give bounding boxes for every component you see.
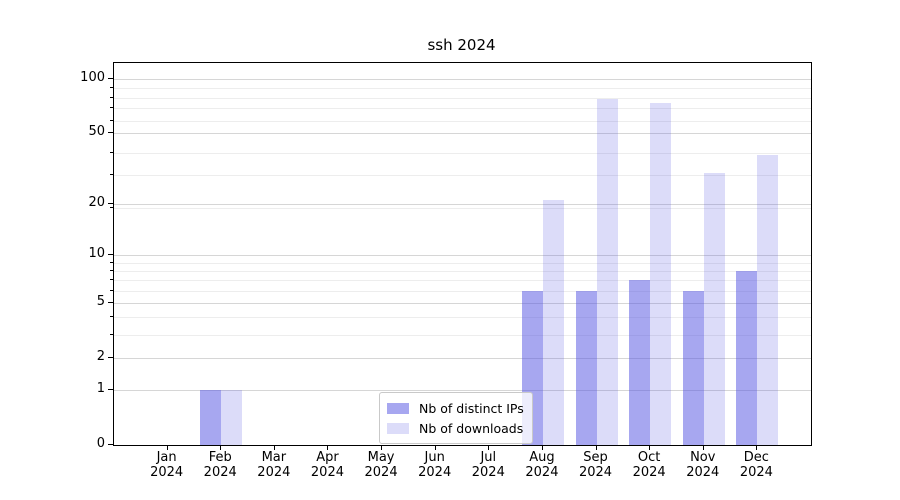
x-tick-label: May 2024 bbox=[364, 450, 398, 480]
y-tick-mark bbox=[108, 356, 113, 358]
x-tick-mark bbox=[595, 445, 597, 450]
bars-layer bbox=[114, 63, 811, 445]
x-tick-label: Jun 2024 bbox=[418, 450, 452, 480]
bar-distinct-ips bbox=[629, 280, 651, 445]
legend-label-distinct-ips: Nb of distinct IPs bbox=[419, 400, 524, 416]
y-tick-mark bbox=[108, 444, 113, 445]
gridline-major bbox=[114, 79, 811, 81]
y-tick-mark bbox=[108, 132, 113, 134]
chart-title: ssh 2024 bbox=[427, 36, 496, 54]
x-tick-label: Aug 2024 bbox=[525, 450, 559, 480]
y-tick-mark bbox=[108, 253, 113, 255]
y-tick-label: 20 bbox=[88, 194, 105, 210]
gridline-major bbox=[114, 203, 811, 205]
x-tick-label: Apr 2024 bbox=[310, 450, 344, 480]
gridline-minor bbox=[114, 97, 811, 99]
x-tick-label: Jan 2024 bbox=[150, 450, 184, 480]
x-tick-label: Oct 2024 bbox=[632, 450, 666, 480]
bar-distinct-ips bbox=[575, 290, 597, 445]
y-tick-mark bbox=[108, 202, 113, 204]
x-tick-label: Feb 2024 bbox=[203, 450, 237, 480]
gridline-minor bbox=[114, 207, 811, 209]
legend: Nb of distinct IPs Nb of downloads bbox=[379, 392, 533, 444]
legend-label-downloads: Nb of downloads bbox=[419, 420, 524, 436]
plot-area: Nb of distinct IPs Nb of downloads bbox=[113, 62, 812, 446]
gridline-minor bbox=[114, 152, 811, 154]
gridline-minor bbox=[114, 262, 811, 264]
y-tick-label: 0 bbox=[96, 436, 105, 451]
gridline-minor bbox=[114, 120, 811, 122]
gridline-minor bbox=[114, 335, 811, 337]
gridline-major bbox=[114, 357, 811, 359]
y-minor-tick-mark bbox=[110, 174, 113, 176]
gridline-major bbox=[114, 254, 811, 256]
gridline-major bbox=[114, 303, 811, 304]
x-tick-label: Mar 2024 bbox=[257, 450, 291, 480]
y-tick-label: 100 bbox=[80, 70, 105, 86]
y-tick-label: 50 bbox=[88, 124, 105, 140]
legend-swatch-downloads-icon bbox=[387, 422, 409, 434]
legend-swatch-distinct-ips-icon bbox=[387, 402, 409, 414]
bar-distinct-ips bbox=[682, 290, 704, 445]
x-tick-mark bbox=[220, 445, 222, 450]
y-minor-tick-mark bbox=[110, 279, 113, 281]
gridline-minor bbox=[114, 290, 811, 292]
y-minor-tick-mark bbox=[110, 289, 113, 291]
y-minor-tick-mark bbox=[110, 87, 113, 89]
x-tick-label: Sep 2024 bbox=[578, 450, 613, 480]
x-tick-mark bbox=[434, 445, 436, 450]
bar-downloads bbox=[596, 98, 618, 445]
y-minor-tick-mark bbox=[110, 151, 113, 153]
gridline-minor bbox=[114, 175, 811, 177]
y-minor-tick-mark bbox=[110, 269, 113, 271]
gridline-minor bbox=[114, 280, 811, 282]
gridline-minor bbox=[114, 88, 811, 90]
legend-item-downloads: Nb of downloads bbox=[387, 418, 524, 438]
y-tick-mark bbox=[108, 389, 113, 391]
x-tick-mark bbox=[756, 445, 758, 450]
y-tick-label: 2 bbox=[96, 348, 105, 364]
gridline-major bbox=[114, 390, 811, 392]
gridline-minor bbox=[114, 108, 811, 110]
bar-downloads bbox=[703, 172, 725, 445]
legend-item-distinct-ips: Nb of distinct IPs bbox=[387, 398, 524, 418]
y-minor-tick-mark bbox=[110, 316, 113, 318]
bar-distinct-ips bbox=[200, 390, 222, 445]
gridline-minor bbox=[114, 317, 811, 319]
y-tick-label: 1 bbox=[96, 381, 105, 397]
y-minor-tick-mark bbox=[110, 119, 113, 121]
y-tick-mark bbox=[108, 78, 113, 80]
x-tick-mark bbox=[702, 445, 704, 450]
bar-distinct-ips bbox=[736, 270, 758, 445]
y-tick-mark bbox=[108, 302, 113, 303]
x-tick-mark bbox=[541, 445, 543, 450]
x-tick-mark bbox=[488, 445, 490, 450]
gridline-major bbox=[114, 133, 811, 135]
x-tick-label: Nov 2024 bbox=[686, 450, 720, 480]
x-tick-mark bbox=[273, 445, 275, 450]
bar-downloads bbox=[757, 154, 779, 445]
bar-downloads bbox=[650, 102, 672, 445]
x-tick-mark bbox=[381, 445, 383, 450]
y-minor-tick-mark bbox=[110, 107, 113, 109]
y-minor-tick-mark bbox=[110, 261, 113, 263]
y-minor-tick-mark bbox=[110, 206, 113, 208]
bar-downloads bbox=[542, 200, 564, 445]
gridlines-layer bbox=[114, 63, 811, 445]
x-tick-mark bbox=[327, 445, 329, 450]
y-minor-tick-mark bbox=[110, 334, 113, 336]
bar-downloads bbox=[221, 390, 243, 445]
x-tick-mark bbox=[166, 445, 168, 450]
x-tick-label: Jul 2024 bbox=[471, 450, 505, 480]
gridline-minor bbox=[114, 270, 811, 272]
x-tick-label: Dec 2024 bbox=[739, 450, 773, 480]
x-tick-mark bbox=[649, 445, 651, 450]
y-tick-label: 5 bbox=[96, 294, 105, 309]
y-tick-label: 10 bbox=[88, 245, 105, 261]
y-minor-tick-mark bbox=[110, 96, 113, 98]
